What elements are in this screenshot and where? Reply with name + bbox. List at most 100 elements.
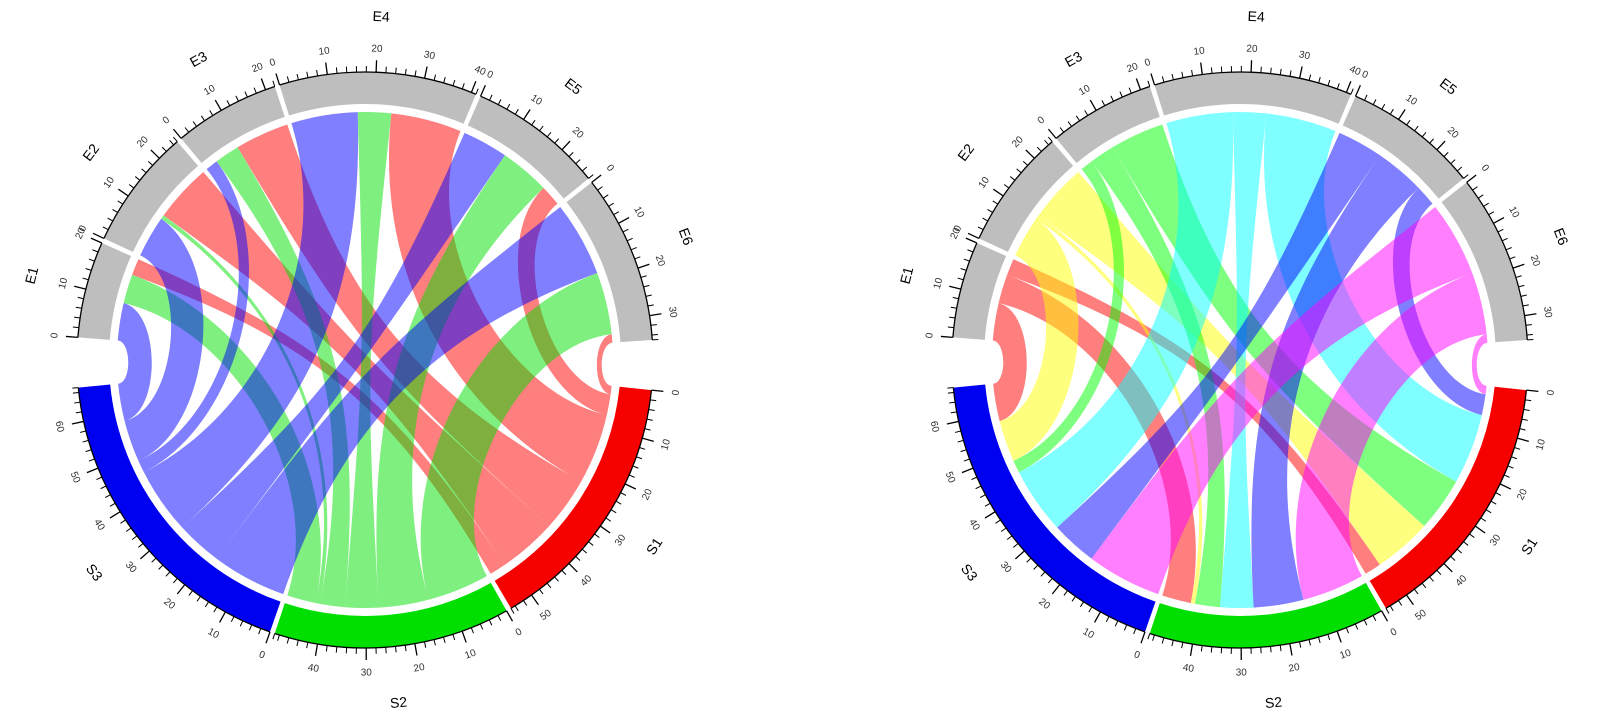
axis-tick: [165, 571, 171, 577]
axis-tick: [1463, 174, 1469, 179]
sector-S2: [274, 582, 507, 648]
tick-label: 60: [53, 420, 66, 434]
axis-tick: [443, 77, 446, 84]
axes: 0 10 20 E1 0 10 20 E2 0 10 20 E3 0 10 20 30 40 E4 0 10 20 E5 0…: [897, 8, 1572, 711]
axis-tick: [169, 140, 174, 146]
axis-tick: [196, 596, 201, 602]
chord-panel-right: 0 10 20 E1 0 10 20 E2 0 10 20 E3 0 10 20 30 40 E4 0 10 20 E5 0…: [897, 8, 1572, 711]
tick-label: 10: [977, 175, 993, 191]
axis-tick: [1509, 256, 1516, 260]
axis-tick: [433, 639, 436, 646]
axis-tick: [1526, 334, 1533, 336]
axis-tick: [1006, 535, 1013, 540]
tick-label: 40: [1182, 662, 1195, 675]
sector-label-S2: S2: [389, 693, 408, 711]
axis-tick: [77, 296, 84, 300]
tick-label: 20: [250, 61, 265, 75]
axis-tick: [100, 485, 107, 490]
axis-tick: [1363, 619, 1368, 626]
chord-S1-E5: [517, 187, 611, 416]
axis-tick: [1040, 571, 1046, 577]
axis-line-E2: [103, 141, 178, 239]
axis-tick: [1406, 119, 1411, 126]
axis-tick: [1022, 161, 1028, 166]
axis-tick: [1318, 636, 1321, 644]
sector-E3: [181, 86, 285, 163]
axis-tick: [1110, 95, 1114, 102]
axis-tick: [624, 483, 637, 490]
sector-label-E3: E3: [187, 48, 210, 70]
chords: [117, 112, 613, 608]
tick-label: 10: [202, 83, 218, 98]
tick-label: 10: [318, 45, 331, 57]
axis-tick: [88, 458, 95, 462]
sector-label-S3: S3: [958, 561, 981, 585]
sector-S2: [1149, 582, 1382, 648]
axis-tick: [452, 634, 456, 641]
chord-S1-E6: [1471, 334, 1488, 395]
axis-tick: [538, 588, 544, 595]
axis-tick: [940, 335, 953, 339]
axis-tick: [1200, 62, 1203, 75]
axis-line-E6: [1466, 181, 1528, 340]
tick-label: 50: [1413, 607, 1429, 623]
axis-tick: [1414, 125, 1419, 132]
tick-label: 20: [413, 662, 426, 675]
axis-tick: [1469, 533, 1475, 538]
axis-tick: [479, 84, 486, 97]
axis-tick: [984, 511, 996, 519]
axis-line-E4: [1154, 71, 1352, 95]
axis-tick: [118, 188, 129, 197]
axis-tick: [71, 420, 84, 425]
axis-tick: [954, 430, 962, 433]
axis-tick: [610, 509, 617, 514]
axis-tick: [1308, 639, 1311, 646]
axis-tick: [316, 69, 319, 77]
axis-line-S3: [77, 387, 271, 633]
tick-label: 0: [257, 649, 266, 661]
axis-tick: [1512, 263, 1525, 269]
axis-tick: [1036, 146, 1042, 152]
axis-tick: [599, 525, 611, 534]
chord-panel-left: 0 10 20 E1 0 10 20 E2 0 10 20 E3 0 10 20 30 40 E4 0 10 20 E5 0…: [22, 8, 697, 711]
axis-tick: [1003, 184, 1010, 189]
axis-tick: [1372, 615, 1377, 622]
axis-line-S2: [274, 610, 507, 649]
axis-tick: [1047, 128, 1057, 139]
axis-tick: [1270, 67, 1272, 74]
axis-tick: [615, 500, 622, 505]
axis-tick: [176, 584, 186, 595]
axis-tick: [1501, 237, 1508, 242]
tick-label: 30: [998, 560, 1014, 576]
tick-label: 10: [1506, 205, 1521, 220]
tick-label: 20: [1515, 487, 1530, 502]
axis-tick: [424, 641, 427, 648]
axis-tick: [1152, 634, 1155, 641]
axis-tick: [1079, 601, 1085, 608]
axis-tick: [461, 83, 465, 90]
axis-tick: [75, 306, 82, 309]
chord-S3-E5: [1057, 132, 1380, 559]
tick-label: 0: [1143, 57, 1152, 69]
axis-tick: [1389, 108, 1394, 115]
tick-label: 0: [1360, 69, 1370, 81]
axis-tick: [1514, 447, 1521, 450]
axis-tick: [213, 606, 218, 613]
chord-S2-E6: [420, 272, 612, 600]
axis-tick: [639, 447, 646, 450]
chord-S3-E6: [216, 207, 598, 595]
axis-tick: [554, 138, 559, 144]
axis-tick: [88, 258, 95, 262]
sector-S3: [953, 384, 1156, 632]
axis-tick: [644, 428, 651, 431]
axis-tick: [86, 467, 99, 474]
axis-tick: [325, 62, 328, 75]
axis-tick: [112, 208, 118, 213]
axis-tick: [1397, 109, 1406, 120]
axis-tick: [1488, 211, 1495, 216]
axis-tick: [1495, 492, 1502, 496]
axis-tick: [1436, 569, 1442, 575]
axis-tick: [1456, 166, 1463, 172]
tick-label: 30: [613, 532, 629, 548]
axis-tick: [965, 237, 978, 244]
